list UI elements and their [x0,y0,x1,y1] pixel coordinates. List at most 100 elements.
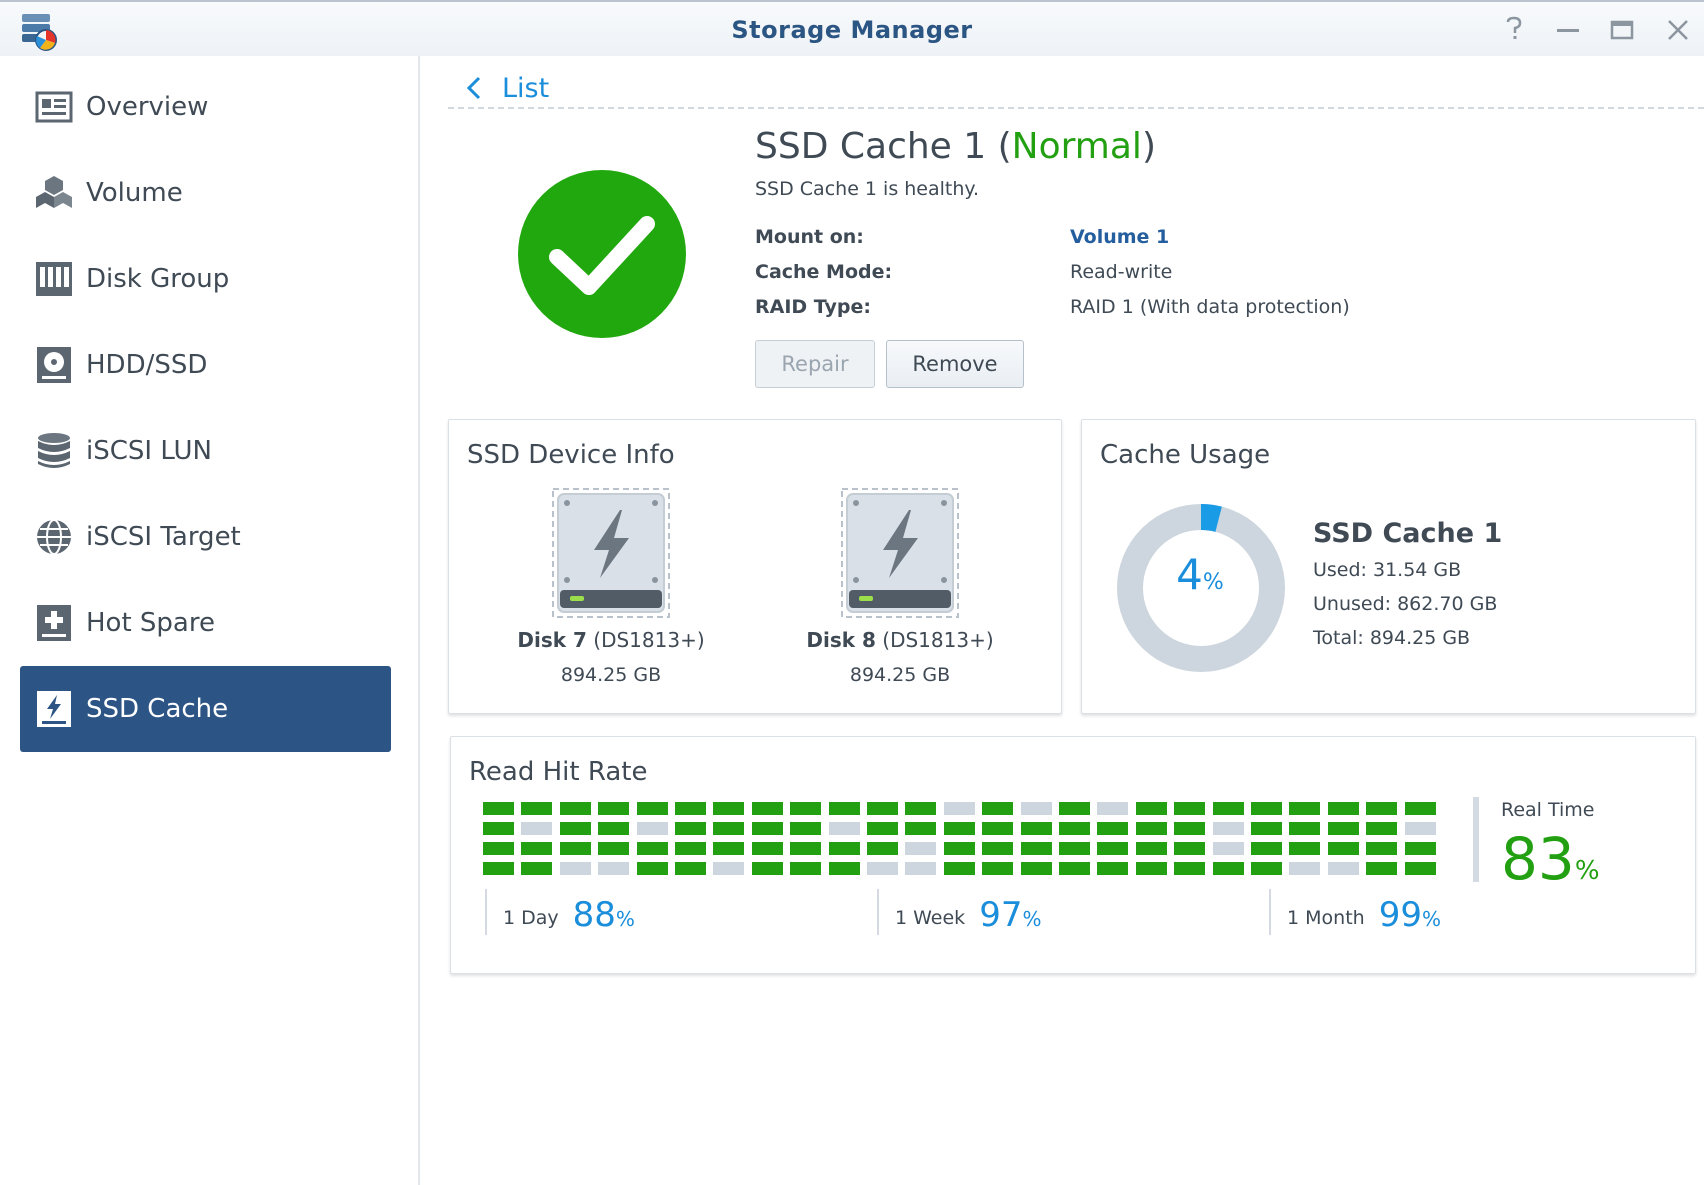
usage-cache-name: SSD Cache 1 [1313,518,1503,549]
hit-cell [1020,842,1052,855]
ssd-cache-icon [37,691,71,727]
hit-cell [1404,802,1436,815]
hit-cell [675,842,706,855]
miss-cell [905,842,937,855]
disk-card: Disk 7 (DS1813+) 894.25 GB [491,488,731,686]
panel-title: Read Hit Rate [469,757,648,787]
hdd-ssd-icon [37,347,71,383]
header-divider [448,107,1704,109]
disk-group-icon [36,262,72,296]
volume-icon [36,176,72,208]
hit-cell [1020,822,1052,835]
sidebar-item-hdd-ssd[interactable]: HDD/SSD [20,322,391,408]
sidebar-item-overview[interactable]: Overview [20,64,391,150]
hit-cell [713,802,745,815]
hit-cell [636,862,668,875]
hit-cell [559,822,591,835]
hit-cell [1135,802,1167,815]
hit-cell [1251,862,1282,875]
mount-on-value[interactable]: Volume 1 [1070,226,1170,248]
used-text: Used: 31.54 GB [1313,559,1462,581]
miss-cell [713,862,745,875]
hit-cell [559,842,591,855]
cache-mode-label: Cache Mode: [755,261,893,283]
back-to-list-link[interactable]: List [466,66,549,110]
hit-cell [828,802,860,815]
panel-title: SSD Device Info [467,440,675,470]
miss-cell [1404,822,1436,835]
ssd-device-info-panel: SSD Device Info Disk 7 (DS1813+) 894.25 … [448,419,1062,714]
unused-text: Unused: 862.70 GB [1313,593,1498,615]
hit-cell [1174,842,1206,855]
hit-cell [1097,862,1129,875]
hit-cell [598,842,630,855]
miss-cell [1212,822,1244,835]
disk-size: 894.25 GB [560,664,662,686]
hit-cell [1366,822,1398,835]
sidebar-item-label: Overview [86,92,209,122]
hit-cell [867,802,898,815]
sidebar-item-iscsi-lun[interactable]: iSCSI LUN [20,408,391,494]
hit-cell [905,802,937,815]
hit-cell [1289,802,1321,815]
hit-cell [982,822,1014,835]
hit-cell [675,802,706,815]
help-icon[interactable] [1498,14,1530,46]
hit-cell [1097,822,1129,835]
hit-cell [1404,842,1436,855]
cache-name: SSD Cache 1 [755,126,987,167]
ssd-disk-icon [841,488,959,618]
close-icon[interactable] [1662,14,1694,46]
hit-cell [943,822,975,835]
miss-cell [598,862,630,875]
hit-cell [1059,862,1090,875]
miss-cell [828,822,860,835]
miss-cell [1097,802,1129,815]
raid-type-value: RAID 1 (With data protection) [1070,296,1350,318]
hit-cell [751,842,783,855]
minimize-icon[interactable] [1552,14,1584,46]
back-link-label: List [502,72,550,104]
disk-name: Disk 7 (DS1813+) [517,628,705,652]
hit-cell [598,802,630,815]
healthy-check-icon [518,170,686,338]
month-hit-rate: 1 Month 99% [1269,889,1441,935]
sidebar-item-label: Volume [86,178,183,208]
disk-card: Disk 8 (DS1813+) 894.25 GB [780,488,1020,686]
ssd-disk-icon [552,488,670,618]
hit-cell [713,842,745,855]
sidebar-item-label: Hot Spare [86,608,215,638]
hit-cell [751,802,783,815]
maximize-icon[interactable] [1606,14,1638,46]
hit-cell [521,862,553,875]
cache-status: Normal [1011,126,1142,167]
repair-button[interactable]: Repair [755,340,875,388]
remove-button[interactable]: Remove [886,340,1024,388]
sidebar-item-disk-group[interactable]: Disk Group [20,236,391,322]
sidebar-item-hot-spare[interactable]: Hot Spare [20,580,391,666]
sidebar-item-iscsi-target[interactable]: iSCSI Target [20,494,391,580]
sidebar-item-volume[interactable]: Volume [20,150,391,236]
hit-cell [982,862,1014,875]
title-bar: Storage Manager [0,0,1704,56]
hit-cell [1212,802,1244,815]
hit-cell [867,822,898,835]
disk-name: Disk 8 (DS1813+) [806,628,994,652]
main-content: List SSD Cache 1 (Normal) SSD Cache 1 is… [420,56,1704,1185]
hit-cell [1289,822,1321,835]
sidebar-item-ssd-cache[interactable]: SSD Cache [20,666,391,752]
iscsi-target-icon [37,519,71,555]
miss-cell [521,822,553,835]
week-hit-rate: 1 Week 97% [877,889,1041,935]
realtime-value: 83% [1501,825,1600,893]
hit-cell [790,842,822,855]
hit-cell [1097,842,1129,855]
sidebar-item-label: iSCSI LUN [86,436,212,466]
disk-size: 894.25 GB [849,664,951,686]
miss-cell [559,862,591,875]
hit-cell [1404,862,1436,875]
realtime-label: Real Time [1501,799,1595,821]
hit-cell [1059,802,1090,815]
sidebar-item-label: iSCSI Target [86,522,241,552]
hit-cell [1327,822,1359,835]
